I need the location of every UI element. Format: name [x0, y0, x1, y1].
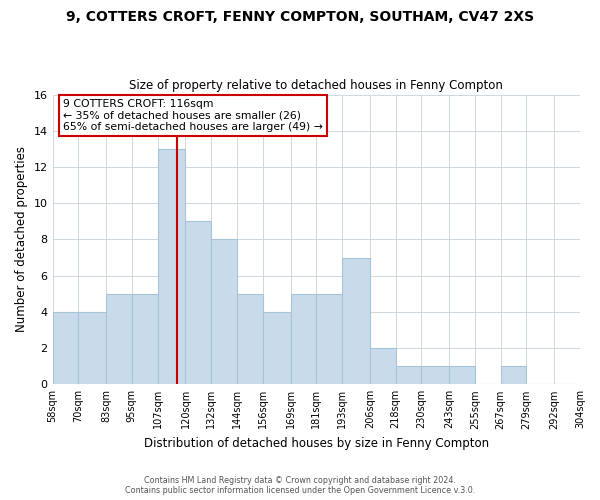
Bar	[132, 294, 158, 384]
Bar	[185, 222, 211, 384]
Text: Contains HM Land Registry data © Crown copyright and database right 2024.
Contai: Contains HM Land Registry data © Crown c…	[125, 476, 475, 495]
Bar	[370, 348, 395, 385]
Bar	[237, 294, 263, 384]
Bar	[421, 366, 449, 384]
Bar	[342, 258, 370, 384]
Bar	[211, 240, 237, 384]
Bar	[158, 149, 185, 384]
Bar	[53, 312, 78, 384]
Bar	[449, 366, 475, 384]
Bar	[263, 312, 290, 384]
Bar	[316, 294, 342, 384]
Title: Size of property relative to detached houses in Fenny Compton: Size of property relative to detached ho…	[130, 79, 503, 92]
Bar	[106, 294, 132, 384]
Y-axis label: Number of detached properties: Number of detached properties	[15, 146, 28, 332]
Bar	[395, 366, 421, 384]
Bar	[290, 294, 316, 384]
Text: 9 COTTERS CROFT: 116sqm
← 35% of detached houses are smaller (26)
65% of semi-de: 9 COTTERS CROFT: 116sqm ← 35% of detache…	[63, 99, 323, 132]
Text: 9, COTTERS CROFT, FENNY COMPTON, SOUTHAM, CV47 2XS: 9, COTTERS CROFT, FENNY COMPTON, SOUTHAM…	[66, 10, 534, 24]
Bar	[78, 312, 106, 384]
X-axis label: Distribution of detached houses by size in Fenny Compton: Distribution of detached houses by size …	[144, 437, 489, 450]
Bar	[500, 366, 526, 384]
